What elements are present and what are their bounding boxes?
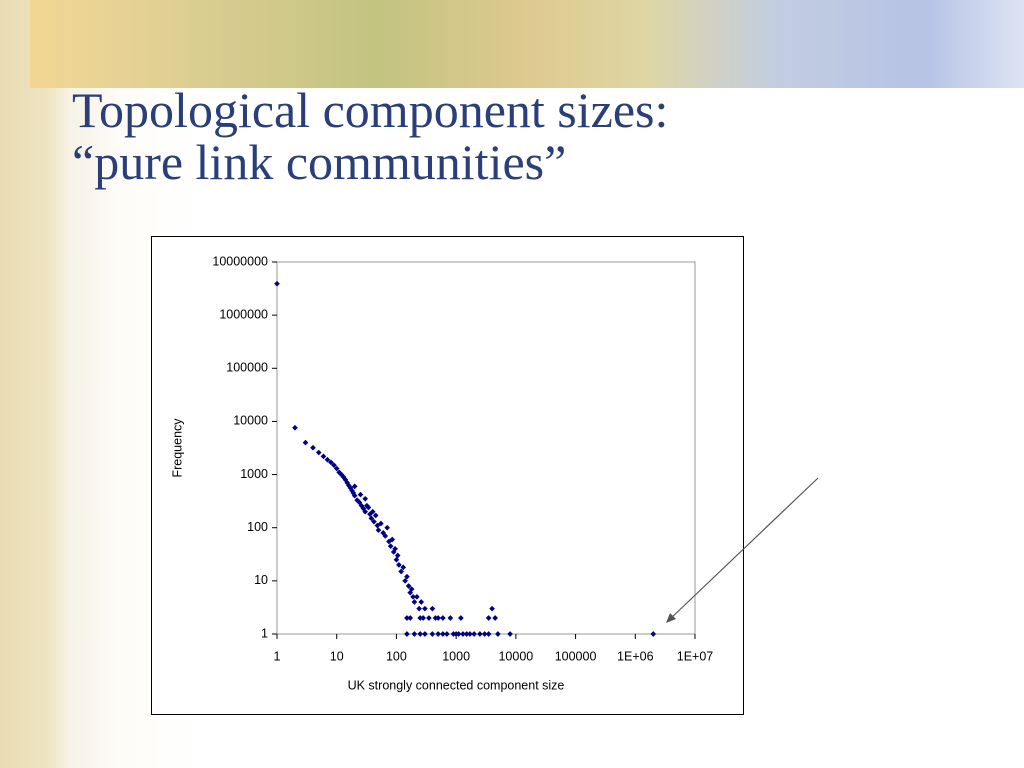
- point: [365, 504, 372, 511]
- point: [302, 439, 309, 446]
- point: [324, 456, 331, 463]
- point: [357, 491, 364, 498]
- x-tick-label: 100000: [555, 649, 597, 663]
- point: [411, 631, 418, 637]
- point: [315, 449, 322, 456]
- point: [404, 631, 410, 637]
- y-tick-label: 100000: [226, 361, 268, 375]
- point: [396, 562, 402, 568]
- y-tick-label: 10000: [233, 414, 268, 428]
- point: [485, 615, 492, 621]
- y-tick-label: 1000000: [219, 307, 268, 321]
- x-axis-label: UK strongly connected component size: [348, 678, 565, 692]
- point: [650, 631, 657, 637]
- x-tick-label: 1: [274, 649, 281, 663]
- point: [400, 564, 407, 571]
- point: [458, 615, 464, 621]
- x-tick-label: 10: [330, 649, 344, 663]
- title-line: Topological component sizes:: [72, 82, 669, 138]
- point: [440, 615, 446, 621]
- point: [372, 512, 379, 519]
- point: [460, 631, 466, 637]
- point: [507, 631, 513, 637]
- point: [426, 615, 432, 621]
- point: [368, 515, 375, 522]
- point: [331, 462, 337, 469]
- point: [435, 631, 441, 637]
- x-tick-label: 10000: [498, 649, 533, 663]
- point: [416, 605, 422, 612]
- point: [447, 615, 454, 621]
- arrow-head: [666, 613, 676, 623]
- title-line: “pure link communities”: [72, 134, 567, 190]
- point: [274, 280, 280, 287]
- point: [435, 615, 441, 621]
- point: [408, 586, 415, 592]
- point: [392, 546, 398, 552]
- y-axis-label: Frequency: [170, 418, 184, 478]
- point: [328, 459, 334, 466]
- point: [489, 605, 495, 612]
- point: [389, 536, 396, 543]
- point: [463, 631, 470, 637]
- point: [398, 568, 404, 575]
- point: [455, 631, 462, 637]
- point: [310, 444, 316, 451]
- point: [422, 631, 428, 637]
- point: [375, 527, 382, 533]
- point: [492, 615, 498, 621]
- point: [429, 631, 436, 637]
- point: [444, 631, 450, 637]
- point: [382, 533, 389, 539]
- y-tick-label: 100: [247, 520, 268, 534]
- point: [404, 615, 410, 621]
- point: [333, 465, 340, 472]
- point: [429, 605, 436, 612]
- point: [485, 631, 492, 637]
- point: [411, 599, 418, 605]
- point: [477, 631, 483, 637]
- x-tick-label: 1E+07: [677, 649, 714, 663]
- slide-title: Topological component sizes: “pure link …: [72, 84, 668, 188]
- y-tick-label: 1000: [240, 467, 268, 481]
- banner: [30, 0, 1024, 88]
- point: [387, 543, 394, 549]
- point: [495, 631, 501, 637]
- point: [404, 573, 410, 580]
- point: [407, 615, 414, 621]
- arrow: [668, 477, 819, 621]
- point: [320, 453, 327, 460]
- point: [402, 578, 408, 584]
- point: [418, 599, 425, 605]
- x-tick-label: 1E+06: [617, 649, 654, 663]
- point: [417, 631, 424, 637]
- point: [405, 583, 412, 589]
- x-tick-label: 1000: [442, 649, 470, 663]
- point: [420, 615, 426, 621]
- point: [351, 483, 358, 490]
- point: [422, 605, 428, 612]
- point: [471, 631, 477, 637]
- point: [440, 631, 446, 637]
- point: [450, 631, 457, 637]
- y-tick-label: 10000000: [212, 254, 268, 268]
- point: [417, 615, 424, 621]
- point: [414, 594, 420, 600]
- point: [371, 518, 377, 525]
- point: [481, 631, 488, 637]
- point: [378, 520, 384, 527]
- point: [467, 631, 473, 637]
- point: [410, 594, 416, 600]
- point: [292, 424, 298, 431]
- point: [362, 495, 369, 502]
- x-tick-label: 100: [386, 649, 407, 663]
- y-tick-label: 1: [261, 626, 268, 640]
- y-tick-label: 10: [254, 573, 268, 587]
- point: [393, 556, 400, 563]
- point: [384, 524, 391, 531]
- point: [351, 492, 358, 499]
- point: [394, 552, 401, 559]
